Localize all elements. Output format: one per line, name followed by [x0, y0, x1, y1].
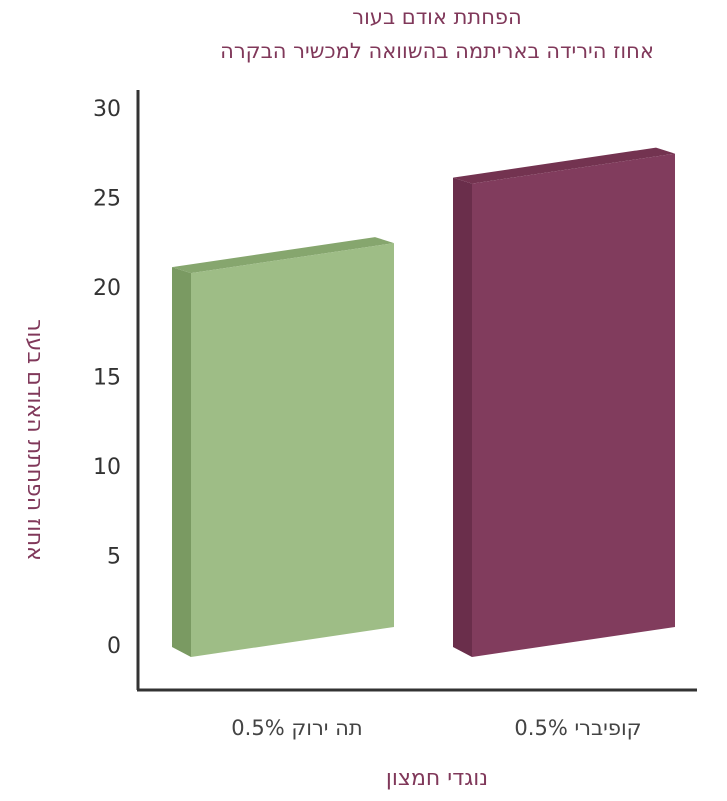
- y-axis-title: אחוז הפחתת האודם בעור: [22, 319, 47, 561]
- x-axis-category-labels: 0.5% תה ירוק 0.5% קופיברי: [231, 716, 641, 740]
- bar-side: [172, 267, 191, 657]
- x-axis-title: נוגדי חמצון: [386, 766, 488, 791]
- y-tick-label: 20: [93, 276, 121, 301]
- chart-subtitle: אחוז הירידה באריתמה בהשוואה למכשיר הבקרה: [220, 39, 654, 63]
- y-tick-label: 30: [93, 97, 121, 122]
- y-tick-label: 25: [93, 187, 121, 212]
- bars: [172, 147, 675, 657]
- bar-top: [172, 237, 394, 274]
- chart-title: הפחתת אודם בעור: [352, 5, 522, 29]
- bar: [453, 147, 675, 657]
- bar-top: [453, 147, 675, 184]
- y-tick-label: 10: [93, 455, 121, 480]
- y-tick-label: 15: [93, 366, 121, 391]
- y-axis-ticks: 0 5 10 15 20 25 30: [93, 97, 121, 659]
- y-tick-label: 5: [107, 545, 121, 570]
- bar: [172, 237, 394, 657]
- bar-front: [472, 153, 675, 657]
- y-tick-label: 0: [107, 634, 121, 659]
- x-tick-label: 0.5% תה ירוק: [231, 716, 362, 740]
- x-tick-label: 0.5% קופיברי: [514, 716, 641, 740]
- bar-side: [453, 177, 472, 657]
- bar-front: [191, 243, 394, 657]
